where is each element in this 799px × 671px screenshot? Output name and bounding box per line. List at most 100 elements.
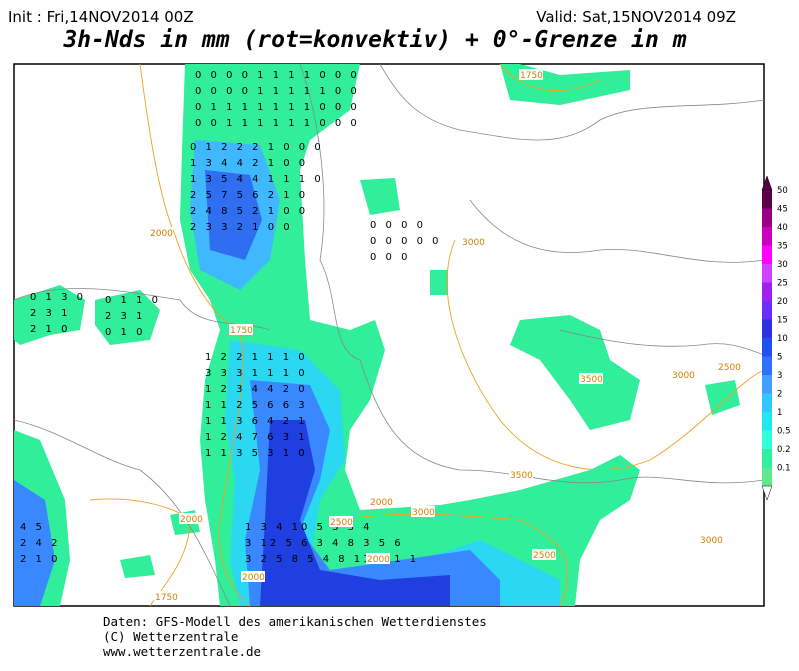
precip-row: 1 2 3 4 4 2 0 [205,384,308,395]
scale-label: 45 [777,205,788,215]
contour-label-bg [241,571,265,582]
precip-row: 0 0 0 0 1 1 1 1 1 0 0 [195,86,360,97]
precip-row: 2 1 0 [30,324,70,335]
precip-row: 2 4 2 [20,538,60,549]
precip-row: 0 0 0 0 0 [370,236,442,247]
precip-row: 2 3 3 2 1 0 0 [190,222,293,233]
precip-row: 1 3 4 10 5 3 3 4 [245,522,373,533]
contour-label-bg [461,236,485,247]
contour-label: 2000 [242,573,265,583]
precip-row: 2 5 7 5 6 2 1 0 [190,190,308,201]
scale-label: 35 [777,242,788,252]
scale-swatch [762,282,772,301]
scale-label: 25 [777,279,788,289]
contour-label-bg [229,324,253,335]
scale-label: 10 [777,334,788,344]
footer-url: www.wetterzentrale.de [103,644,261,659]
contour-label-bg [671,369,695,380]
scale-swatch [762,375,772,394]
precip-row: 1 1 2 5 6 6 3 [205,400,308,411]
contour-label-bg [699,534,723,545]
scale-label: 5 [777,353,782,363]
contour-label-bg [532,549,556,560]
scale-swatch [762,430,772,449]
contour-label: 3000 [412,508,435,518]
contour-label: 2000 [180,515,203,525]
color-scale: 50 45 40 35 30 25 20 15 10 5 3 2 1 0.5 0.2 0.1 [761,175,791,501]
contour-label-bg [717,361,741,372]
precip-row: 1 2 4 7 6 3 1 [205,432,308,443]
scale-label: 15 [777,316,788,326]
scale-swatch [762,245,772,264]
contour-label: 1750 [230,326,253,336]
scale-swatch [762,301,772,320]
precip-row: 1 3 4 4 2 1 0 0 [190,158,308,169]
contour-label: 2500 [718,363,741,373]
precip-row: 3 12 5 6 3 4 8 3 5 6 [245,538,404,549]
footer-source: Daten: GFS-Modell des amerikanischen Wet… [103,614,487,629]
precip-row: 1 1 3 6 4 2 1 [205,416,308,427]
precip-row: 3 3 3 1 1 1 0 [205,368,308,379]
scale-swatch [762,412,772,431]
precip-row: 0 0 1 1 1 1 1 1 0 0 0 [195,118,360,129]
scale-label: 30 [777,260,788,270]
precip-row: 0 1 1 1 1 1 1 1 0 0 0 [195,102,360,113]
scale-swatch [762,356,772,375]
contour-label-bg [154,591,178,602]
precip-row: 0 1 3 0 [30,292,86,303]
contour-label-bg [411,506,435,517]
scale-label: 50 [777,186,788,196]
precip-row: 2 3 1 [105,311,145,322]
precip-row: 4 5 [20,522,45,533]
scale-swatch [762,393,772,412]
footer-copyright: (C) Wetterzentrale [103,629,238,644]
scale-swatch [762,319,772,338]
contour-label: 2500 [533,551,556,561]
scale-label: 3 [777,371,782,381]
scale-label: 2 [777,390,782,400]
contour-labels: 1750 2000 2000 3000 3000 3500 3500 2500 2500 2000… [149,69,741,603]
scale-swatch [762,449,772,468]
precip-row: 0 0 0 0 1 1 1 1 0 0 0 [195,70,360,81]
map-title: 3h-Nds in mm (rot=konvektiv) + 0°-Grenze… [62,27,686,53]
contour-label: 2500 [330,518,353,528]
contour-label: 3000 [672,371,695,381]
precip-row: 1 1 3 5 3 1 0 [205,448,308,459]
contour-label-bg [149,227,173,238]
precip-row: 2 4 8 5 2 1 0 0 [190,206,308,217]
contour-label: 1750 [520,71,543,81]
contour-label: 3000 [462,238,485,248]
precip-row: 2 3 1 [30,308,70,319]
precip-row: 1 2 2 1 1 1 0 [205,352,308,363]
scale-swatch [762,338,772,357]
init-time: Init : Fri,14NOV2014 00Z [8,8,194,26]
contour-label-bg [179,513,203,524]
scale-swatch [762,227,772,246]
scale-swatch [762,190,772,209]
valid-time: Valid: Sat,15NOV2014 09Z [536,8,736,26]
scale-label: 20 [777,297,788,307]
contour-label-bg [519,69,543,80]
precip-row: 2 1 0 [20,554,60,565]
precip-row: 3 2 5 8 5 4 8 11 5 1 1 [245,554,419,565]
scale-end-bottom [761,485,773,501]
contour-label: 2000 [150,229,173,239]
precip-row: 1 3 5 4 4 1 1 1 0 [190,174,324,185]
contour-label-bg [329,516,353,527]
precip-areas [14,64,740,606]
scale-label: 40 [777,223,788,233]
precip-row: 0 0 0 [370,252,410,263]
scale-label: 0.2 [777,445,791,455]
scale-label: 1 [777,408,782,418]
precip-row: 0 1 1 0 [105,295,161,306]
contour-label-bg [509,469,533,480]
contour-label: 2000 [367,555,390,565]
scale-label: 0.1 [777,464,791,474]
scale-swatch [762,208,772,227]
contour-label: 1750 [155,593,178,603]
contour-label-bg [579,373,603,384]
scale-swatch [762,467,772,486]
contour-label-bg [369,496,393,507]
